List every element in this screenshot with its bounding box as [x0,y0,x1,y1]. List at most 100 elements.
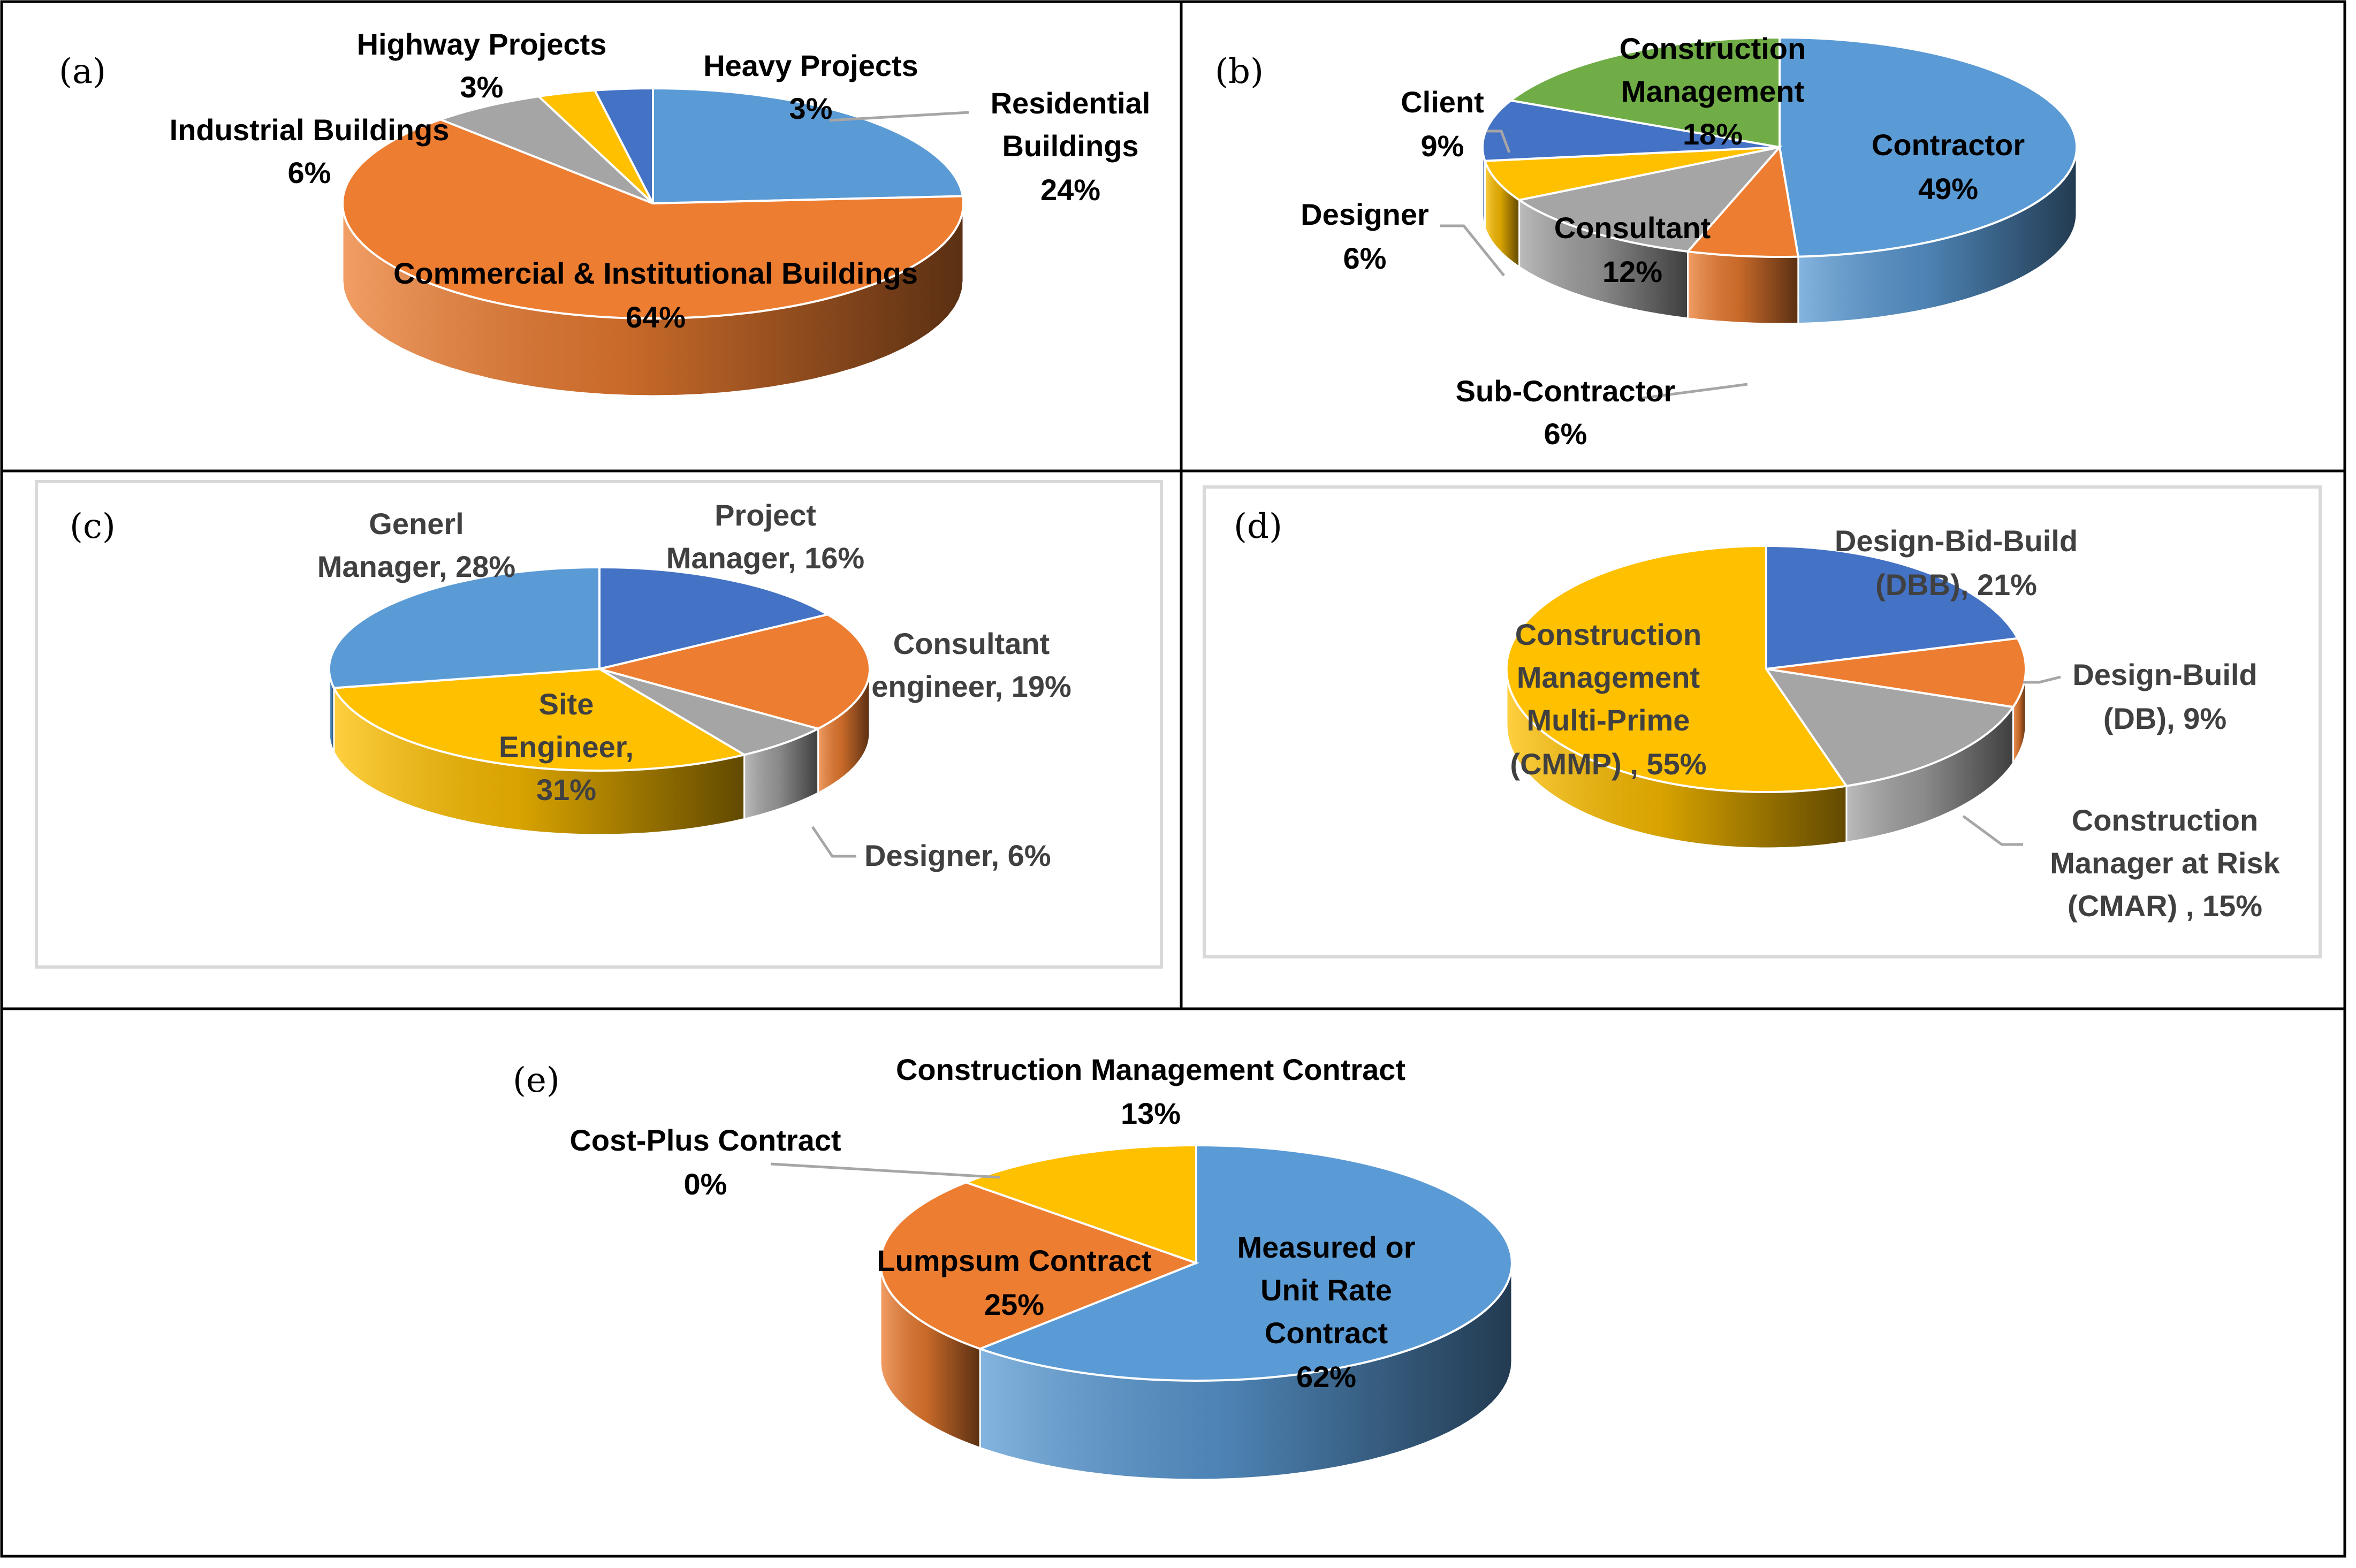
leader-lines-d [1962,675,2061,846]
slice-label-db: Design-Build (DB), 9% [2072,658,2257,735]
slice-label-construction-management: Construction Management 18% [1620,32,1806,151]
label-line: Construction [2072,803,2258,837]
label-value: 49% [1918,172,1978,205]
label-line: Generl [369,507,463,541]
label-line: Multi-Prime [1527,703,1690,737]
label-value: (CMAR) , 15% [2068,889,2262,923]
label-line: Design-Bid-Build [1835,524,2078,558]
label-line: Commercial & Institutional Buildings [393,256,918,290]
pie-slice-measured-or-unit-rate-contract [977,1144,1513,1382]
label-line: Design-Build [2072,658,2257,691]
pie-chart-b [1481,36,2078,325]
panel-e: (e) Measured or Unit Rate Contract 62% L… [513,1053,1513,1481]
label-line: Site [539,687,594,721]
pie-chart-d [1505,544,2027,849]
leader-lines-a [829,111,969,122]
label-line: Project [715,498,816,532]
slice-label-lumpsum: Lumpsum Contract 25% [877,1244,1151,1321]
label-line: Contractor [1872,128,2025,162]
pie-slice-generl-manager [328,566,601,689]
pie-slice-heavy-projects [593,87,654,204]
panel-a-label: (a) [59,52,106,92]
pie-slice-designer [1483,146,1780,201]
pie-slice-sub-contractor [1685,144,1800,258]
slice-label-contractor: Contractor 49% [1872,128,2025,205]
slice-label-residential: Residential Buildings 24% [991,86,1151,207]
panel-b: (b) Contractor 49% Sub-Contractor 6% Con… [1215,32,2078,451]
pie-side-shade-sub-contractor [1687,250,1799,325]
label-value: 9% [1421,129,1464,163]
slice-label-heavy: Heavy Projects 3% [703,49,918,125]
label-line: Consultant [1554,211,1711,245]
slice-label-cmar: Construction Manager at Risk (CMAR) , 15… [2050,803,2280,923]
label-line: Management [1517,660,1700,694]
label-line: Buildings [1002,129,1138,163]
label-value: 0% [684,1167,727,1201]
label-line: Construction [1515,618,1701,651]
label-line: Construction [1620,32,1806,65]
pie-slice-construction-management-contract [963,1144,1197,1265]
label-line: Designer [1301,197,1429,231]
label-value: 64% [626,300,686,334]
slice-label-consultant-engineer: Consultant engineer, 19% [871,627,1071,703]
slice-label-designer-c: Designer, 6% [864,839,1051,872]
label-value: (CMMP) , 55% [1510,747,1706,781]
label-value: 25% [984,1288,1044,1321]
label-value: (DB), 9% [2103,702,2226,735]
label-value: engineer, 19% [871,669,1071,703]
slice-label-client: Client 9% [1401,85,1484,163]
pie-slice-commercial-institutional-buildings [341,118,965,319]
pie-chart-a [341,87,965,397]
label-value: 18% [1683,117,1743,151]
pie-slice-design-bid-build-dbb [1765,544,2019,671]
label-line: Cost-Plus Contract [569,1123,841,1157]
slice-label-industrial: Industrial Buildings 6% [170,113,450,189]
label-line: Engineer, [499,730,634,764]
slice-label-commercial: Commercial & Institutional Buildings 64% [393,256,918,334]
label-line: Management [1621,74,1804,108]
inner-frames [35,480,2322,969]
leader-lines-e [770,1162,1000,1179]
slice-label-consultant: Consultant 12% [1554,211,1711,288]
label-value: 24% [1040,173,1100,207]
panel-d: (d) Design-Bid-Build (DBB), 21% Design-B… [1234,507,2281,923]
pie-chart-c [328,566,871,836]
pie-slice-lumpsum-contract [879,1181,1199,1350]
label-value: Manager, 28% [317,550,515,583]
slice-label-project-manager: Project Manager, 16% [666,498,864,575]
label-value: 13% [1121,1097,1181,1130]
leader-lines-c [811,826,856,858]
pie-slice-construction-manager-at-risk-cmar [1764,667,2015,787]
label-value: 6% [288,156,331,189]
label-line: Contract [1265,1316,1388,1350]
pie-slice-consultant-engineer [599,613,871,730]
label-value: Designer, 6% [864,839,1051,872]
slice-label-cmmp: Construction Management Multi-Prime (CMM… [1510,618,1706,781]
label-line: Measured or [1237,1230,1416,1264]
pie-slice-contractor [1779,36,2078,258]
slice-label-measured: Measured or Unit Rate Contract 62% [1237,1230,1416,1394]
panel-b-label: (b) [1215,52,1264,92]
label-line: Residential [991,86,1151,120]
slice-label-site-engineer: Site Engineer, 31% [499,687,634,806]
slice-label-construction-management-contract: Construction Management Contract 13% [896,1053,1405,1130]
panel-d-label: (d) [1234,507,1282,546]
label-line: Consultant [893,627,1050,660]
panel-e-label: (e) [513,1061,560,1100]
slice-label-sub-contractor: Sub-Contractor 6% [1456,374,1676,451]
slice-label-dbb: Design-Bid-Build (DBB), 21% [1835,524,2078,602]
label-line: Client [1401,85,1484,119]
pie-slice-consultant [1516,145,1783,253]
label-value: 6% [1343,241,1387,275]
leader-lines-b [1440,130,1748,400]
slice-label-highway: Highway Projects 3% [357,27,607,104]
label-value: (DBB), 21% [1875,568,2037,602]
pie-slice-site-engineer [332,667,747,772]
label-line: Lumpsum Contract [877,1244,1151,1277]
pie-slice-project-manager [598,566,831,671]
panel-a: (a) Residential Buildings 24% Commercial… [59,27,1151,397]
pie-slice-design-build-db [1766,637,2027,709]
panel-c-label: (c) [70,507,116,546]
